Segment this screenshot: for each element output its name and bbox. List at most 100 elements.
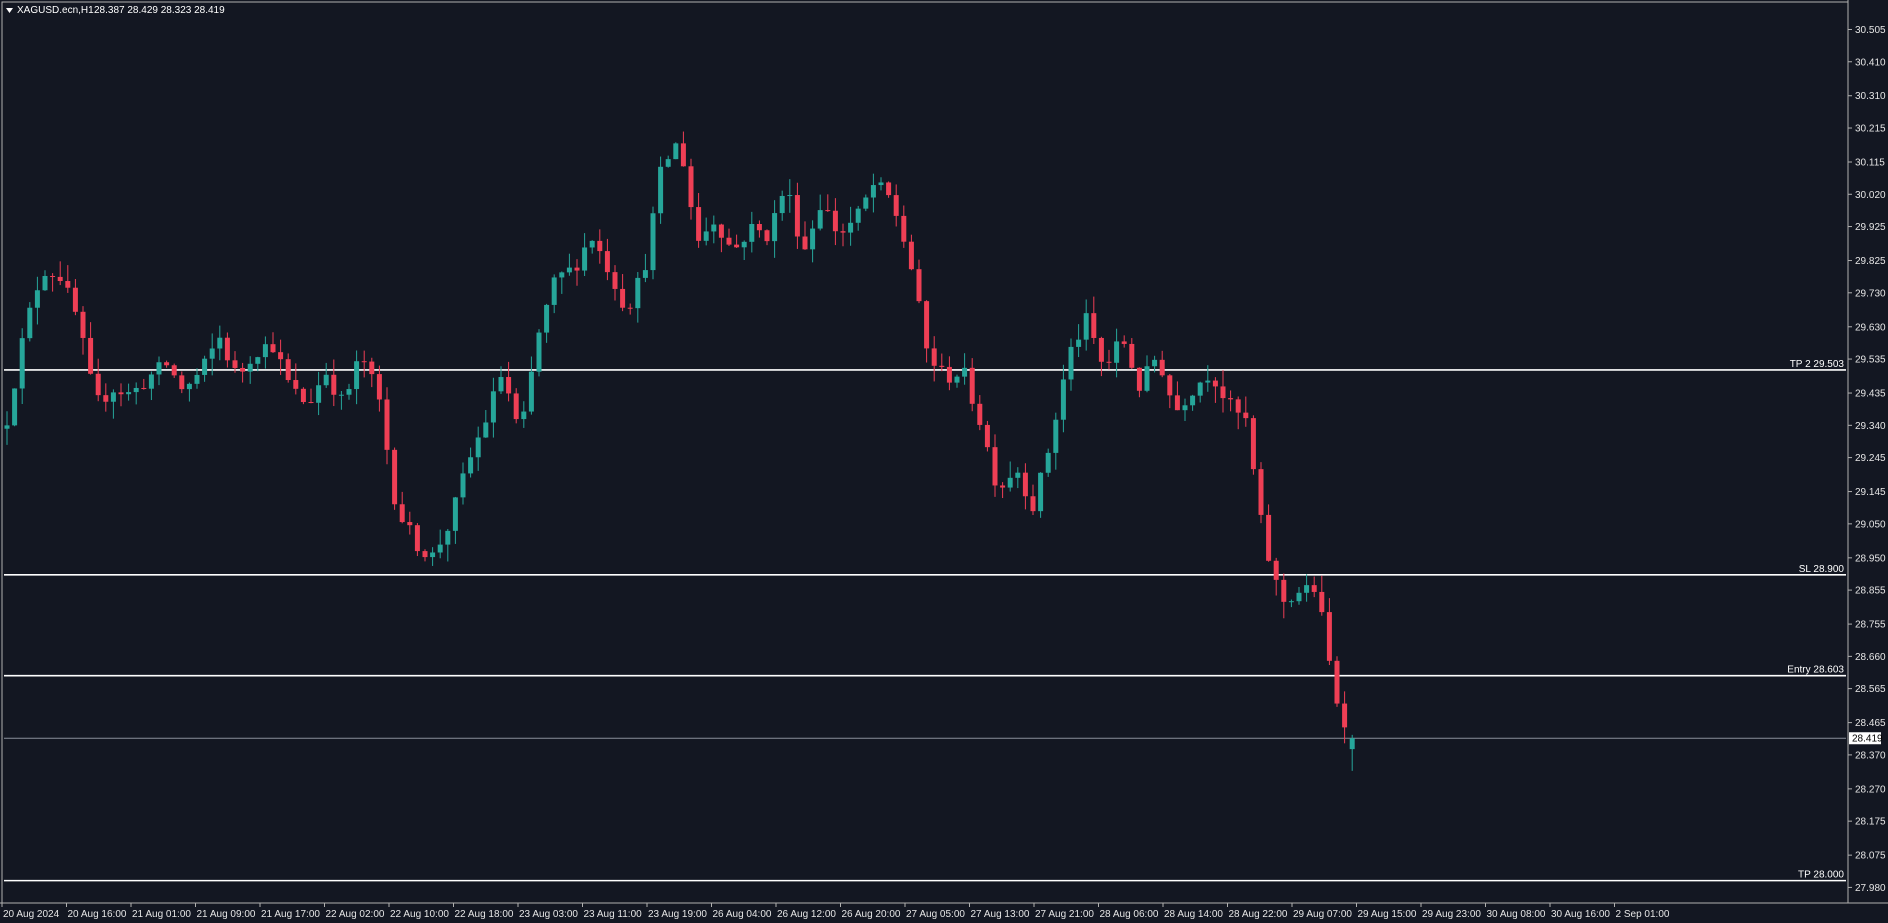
candle-body	[460, 473, 466, 498]
candle-body	[1212, 380, 1218, 387]
candle-body	[179, 375, 185, 390]
candle-body	[194, 374, 200, 384]
candle-body	[635, 277, 641, 309]
candle-body	[559, 272, 565, 278]
time-label: 28 Aug 14:00	[1164, 909, 1223, 920]
price-label: 28.755	[1855, 620, 1886, 631]
candle-body	[468, 457, 474, 474]
candle-body	[604, 251, 610, 273]
candle-body	[240, 367, 246, 372]
candle-body	[1197, 382, 1203, 396]
time-label: 26 Aug 04:00	[713, 909, 772, 920]
candle-body	[1030, 496, 1036, 512]
time-label: 26 Aug 20:00	[842, 909, 901, 920]
candle-body	[148, 374, 154, 389]
candle-body	[392, 449, 398, 505]
candle-body	[977, 403, 983, 425]
candle-body	[369, 361, 375, 375]
candle-body	[589, 240, 595, 248]
level-label: TP 2 29.503	[1790, 359, 1845, 370]
candle-body	[1342, 703, 1348, 728]
current-price-tag	[1849, 732, 1881, 745]
price-label: 30.410	[1855, 57, 1886, 68]
candle-body	[984, 424, 990, 448]
candle-body	[794, 195, 800, 237]
candle-body	[1068, 346, 1074, 380]
candle-body	[1174, 395, 1180, 411]
candle-body	[680, 143, 686, 167]
candle-body	[224, 337, 230, 361]
candle-body	[642, 270, 648, 278]
candle-body	[57, 276, 63, 282]
time-label: 22 Aug 18:00	[455, 909, 514, 920]
candle-body	[931, 348, 937, 366]
time-label: 27 Aug 05:00	[906, 909, 965, 920]
candle-body	[12, 388, 18, 426]
candle-body	[1015, 472, 1021, 478]
price-label: 28.270	[1855, 784, 1886, 795]
time-label: 23 Aug 19:00	[648, 909, 707, 920]
candle-body	[1326, 612, 1332, 661]
candle-body	[4, 425, 10, 429]
candle-body	[1121, 341, 1127, 344]
candle-body	[1349, 738, 1355, 750]
candle-body	[27, 307, 33, 339]
price-label: 27.980	[1855, 883, 1886, 894]
time-label: 23 Aug 03:00	[519, 909, 578, 920]
candle-body	[779, 195, 785, 214]
price-label: 29.340	[1855, 421, 1886, 432]
candle-body	[164, 362, 170, 366]
candle-body	[126, 392, 132, 395]
level-label: SL 28.900	[1799, 564, 1845, 575]
symbol-label: XAGUSD.ecn,H1	[17, 5, 94, 16]
candle-body	[141, 387, 147, 389]
candle-body	[954, 376, 960, 383]
candle-body	[688, 166, 694, 208]
candle-body	[1228, 398, 1234, 400]
candle-body	[1273, 560, 1279, 580]
candle-body	[475, 437, 481, 458]
candle-body	[1038, 472, 1044, 512]
candle-body	[962, 367, 968, 377]
candle-body	[361, 361, 367, 363]
time-label: 29 Aug 15:00	[1358, 909, 1417, 920]
candles-group	[4, 131, 1355, 771]
candle-body	[95, 373, 101, 396]
time-label: 27 Aug 21:00	[1035, 909, 1094, 920]
candle-body	[293, 380, 299, 389]
price-label: 30.505	[1855, 25, 1886, 36]
candle-body	[1159, 359, 1165, 376]
time-label: 26 Aug 12:00	[777, 909, 836, 920]
candle-body	[308, 402, 314, 404]
candle-body	[992, 447, 998, 486]
candle-body	[338, 394, 344, 396]
candle-body	[498, 377, 504, 392]
candle-body	[1106, 361, 1112, 363]
dropdown-triangle-icon[interactable]	[6, 8, 13, 13]
candle-body	[863, 197, 869, 209]
level-label: TP 28.000	[1798, 870, 1844, 881]
candle-body	[1288, 601, 1294, 603]
candle-body	[331, 374, 337, 395]
candle-body	[1190, 395, 1196, 406]
candle-body	[72, 287, 78, 312]
candle-body	[658, 166, 664, 214]
price-label: 29.825	[1855, 256, 1886, 267]
candle-body	[574, 267, 580, 271]
candle-body	[1319, 591, 1325, 613]
candle-body	[726, 237, 732, 245]
time-label: 21 Aug 09:00	[197, 909, 256, 920]
time-label: 30 Aug 16:00	[1551, 909, 1610, 920]
candle-body	[255, 357, 261, 364]
candle-body	[741, 241, 747, 248]
time-label: 20 Aug 16:00	[68, 909, 127, 920]
candle-body	[817, 210, 823, 229]
candle-body	[1167, 375, 1173, 396]
candle-body	[262, 344, 268, 358]
candle-body	[1281, 579, 1287, 602]
price-label: 30.215	[1855, 124, 1886, 135]
candle-body	[673, 143, 679, 160]
price-label: 30.020	[1855, 190, 1886, 201]
